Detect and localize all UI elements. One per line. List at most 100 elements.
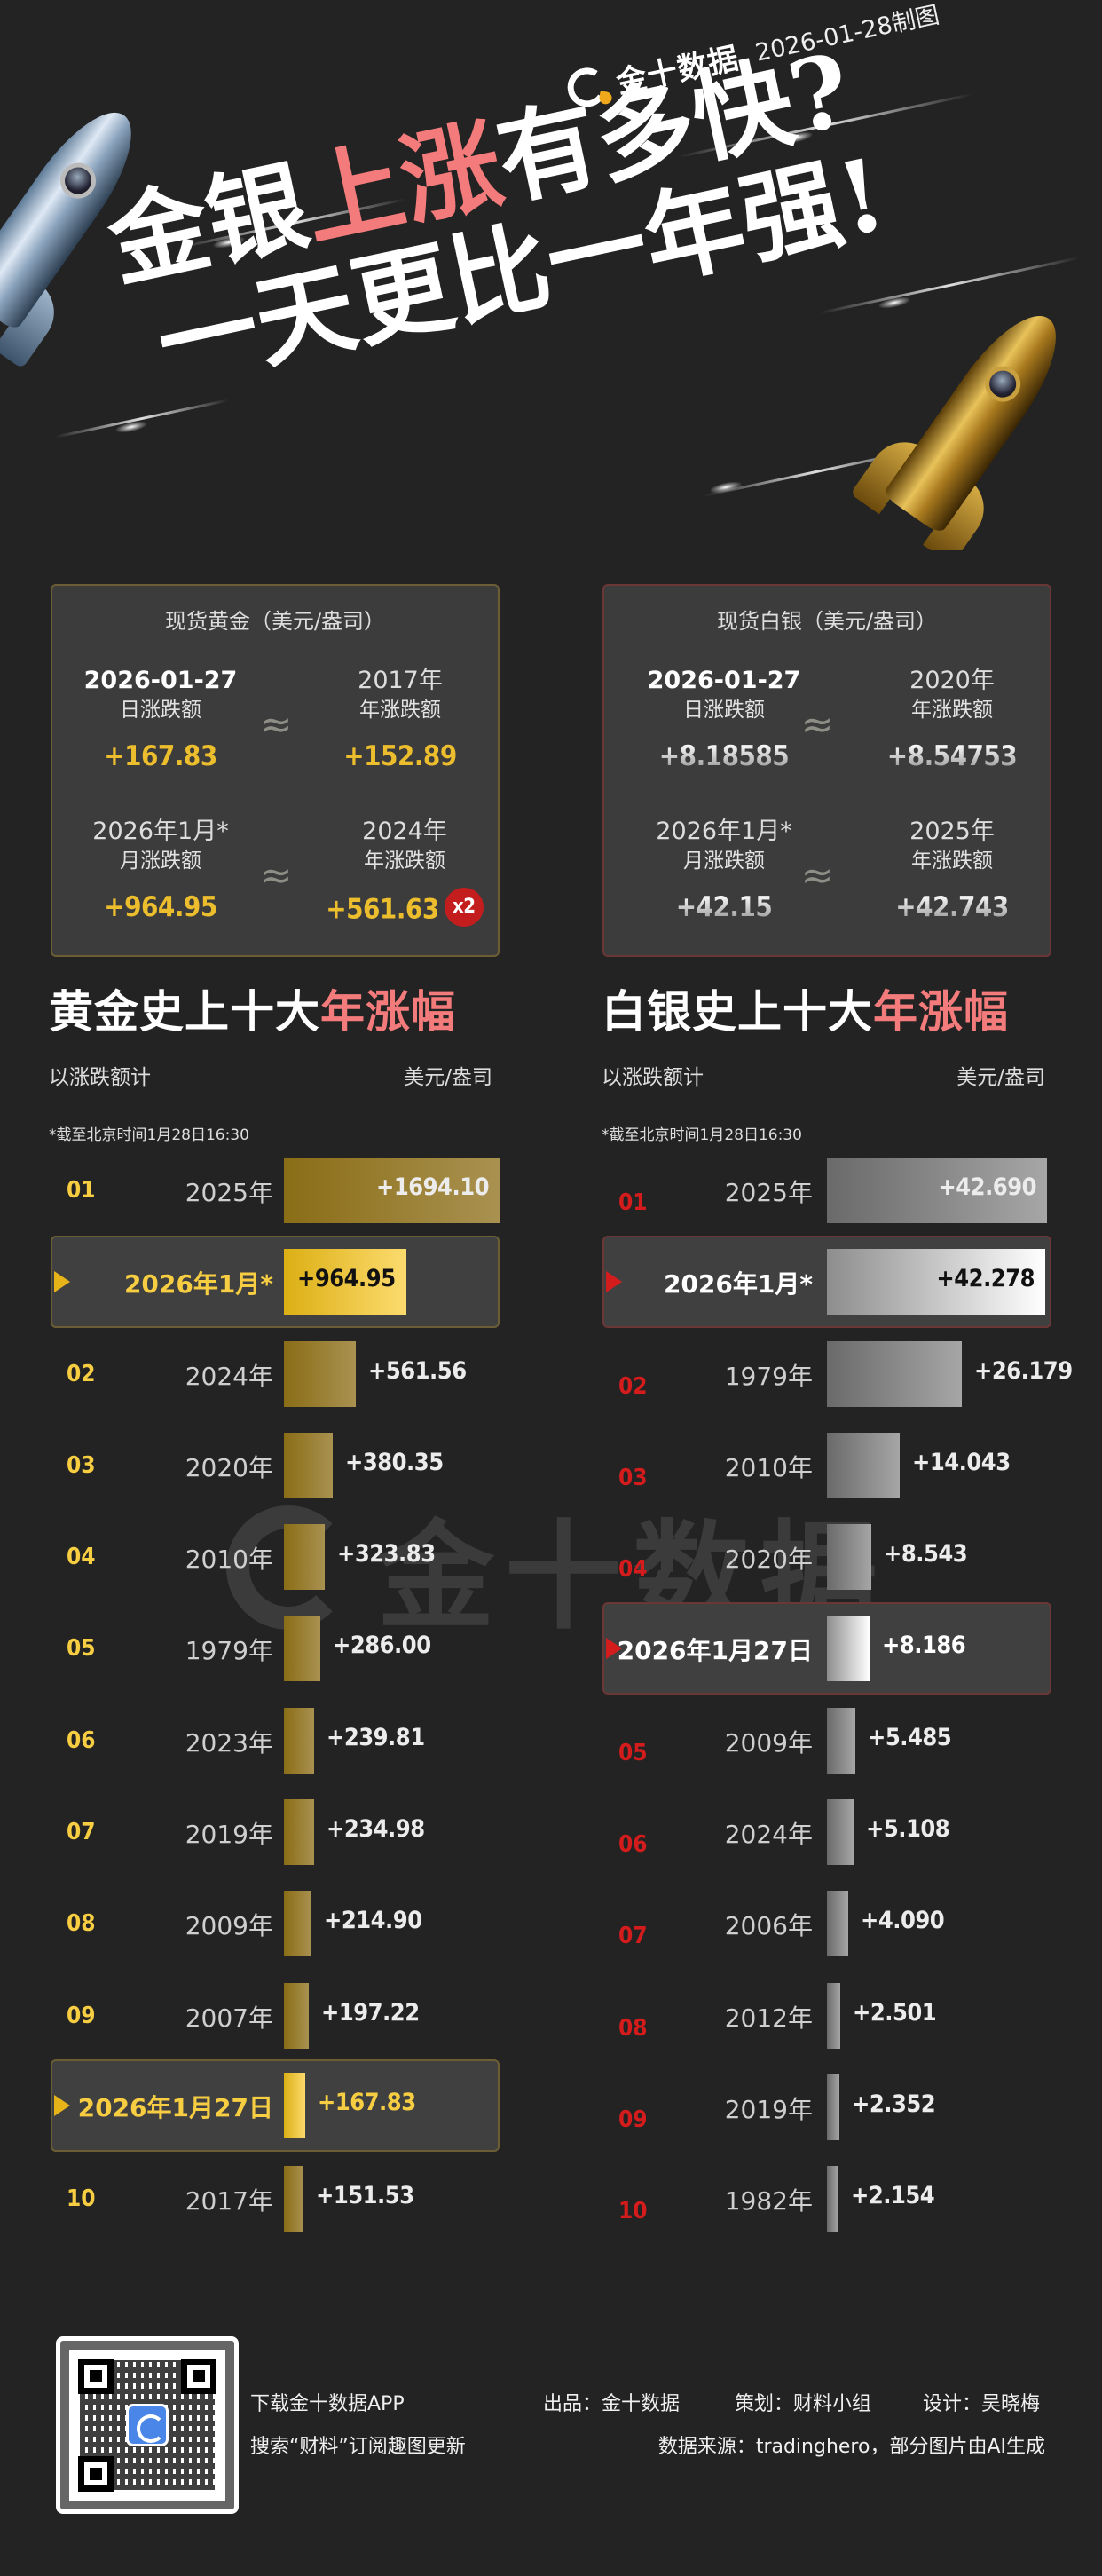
value-bar xyxy=(827,1708,855,1774)
chart-row: 03 2020年 +380.35 xyxy=(0,1433,1102,1498)
category-label: 2026年1月27日 xyxy=(77,2093,273,2122)
x2-badge: x2 xyxy=(444,888,484,927)
cell-label: 年涨跌额 xyxy=(364,849,445,873)
summary-cell: 2017年 年涨跌额 +152.89 xyxy=(311,666,489,772)
rank-note: *截至北京时间1月28日16:30 xyxy=(602,1126,802,1144)
rank-number: 08 xyxy=(618,2015,648,2042)
cell-period: 2026-01-27 xyxy=(647,667,801,694)
rank-number: 05 xyxy=(67,1635,96,1662)
cell-value: +167.83 xyxy=(104,740,217,772)
gold-rank-heading: 黄金史上十大年涨幅 以涨跌额计 美元/盎司 *截至北京时间1月28日16:30 xyxy=(49,976,510,1144)
value-label: +239.81 xyxy=(327,1724,425,1751)
value-label: +234.98 xyxy=(327,1815,425,1843)
category-label: 1982年 xyxy=(724,2186,813,2216)
rank-number: 06 xyxy=(618,1831,648,1858)
value-label: +964.95 xyxy=(297,1265,396,1292)
value-label: +8.186 xyxy=(882,1632,966,1659)
value-bar xyxy=(827,1799,854,1865)
category-label: 2010年 xyxy=(185,1545,273,1574)
page-title: 金银上涨有多快? 一天更比一年强! xyxy=(80,0,894,408)
value-bar xyxy=(284,1158,500,1223)
value-label: +197.22 xyxy=(321,1999,420,2027)
summary-cell: 2026-01-27 日涨跌额 +8.18585 xyxy=(635,666,813,772)
category-label: 2006年 xyxy=(724,1911,813,1940)
rank-title-highlight: 年涨幅 xyxy=(320,985,456,1038)
chart-row: 02 1979年 +26.179 xyxy=(0,1341,1102,1407)
category-label: 2009年 xyxy=(724,1728,813,1758)
value-bar xyxy=(827,1341,962,1407)
category-label: 2026年1月* xyxy=(663,1269,813,1299)
chart-row: 02 2024年 +561.56 xyxy=(0,1341,1102,1407)
category-label: 2012年 xyxy=(724,2003,813,2033)
data-source-text: 数据来源：tradinghero，部分图片由AI生成 xyxy=(657,2436,1045,2458)
chart-row: 05 1979年 +286.00 xyxy=(0,1616,1102,1681)
approx-icon: ≈ xyxy=(259,702,293,747)
rank-number: 02 xyxy=(618,1373,648,1400)
cell-value: +8.18585 xyxy=(635,740,813,772)
chart-row: 07 2019年 +234.98 xyxy=(0,1799,1102,1865)
chart-row: 2026年1月27日 +167.83 xyxy=(0,2073,1102,2138)
chart-row: 2026年1月* +42.278 xyxy=(0,1249,1102,1315)
cell-period: 2020年 xyxy=(909,667,995,694)
category-label: 2023年 xyxy=(185,1728,273,1758)
value-label: +151.53 xyxy=(316,2182,414,2209)
cell-period: 2026-01-27 xyxy=(83,667,238,694)
rank-number: 05 xyxy=(618,1740,648,1766)
value-label: +8.543 xyxy=(884,1540,968,1568)
designer-credit: 设计：吴晓梅 xyxy=(923,2393,1041,2415)
cell-period: 2025年 xyxy=(909,818,995,845)
rank-title: 白银史上十大年涨幅 xyxy=(602,976,1063,1040)
chart-row: 08 2009年 +214.90 xyxy=(0,1891,1102,1956)
value-label: +561.56 xyxy=(368,1357,467,1385)
download-app-text: 下载金十数据APP xyxy=(250,2393,405,2415)
cell-label: 年涨跌额 xyxy=(911,699,993,722)
value-label: +5.485 xyxy=(868,1724,952,1751)
rank-title: 黄金史上十大年涨幅 xyxy=(49,976,510,1040)
cell-label: 日涨跌额 xyxy=(683,699,765,722)
value-label: +380.35 xyxy=(345,1449,444,1476)
value-bar xyxy=(284,2166,303,2232)
category-label: 2007年 xyxy=(185,2003,273,2033)
summary-cell: 2020年 年涨跌额 +8.54753 xyxy=(863,666,1041,772)
rank-unit: 美元/盎司 xyxy=(404,1066,492,1089)
chart-row: 2026年1月* +964.95 xyxy=(0,1249,1102,1315)
silver-rank-heading: 白银史上十大年涨幅 以涨跌额计 美元/盎司 *截至北京时间1月28日16:30 xyxy=(602,976,1063,1144)
value-label: +167.83 xyxy=(318,2089,416,2116)
value-label: +286.00 xyxy=(333,1632,431,1659)
value-bar xyxy=(827,1158,1047,1223)
rank-subtitle-row: 以涨跌额计 美元/盎司 xyxy=(49,1060,492,1090)
qr-code[interactable] xyxy=(56,2336,239,2514)
chart-row: 01 2025年 +1694.10 xyxy=(0,1158,1102,1223)
pointer-arrow-icon xyxy=(54,2095,70,2116)
rank-title-part: 白银史上十大 xyxy=(602,985,873,1038)
rank-subtitle-row: 以涨跌额计 美元/盎司 xyxy=(602,1060,1045,1090)
category-label: 2020年 xyxy=(724,1545,813,1574)
rank-number: 03 xyxy=(618,1465,648,1491)
approx-icon: ≈ xyxy=(800,853,834,898)
rank-number: 08 xyxy=(67,1910,96,1937)
summary-cell: 2026年1月* 月涨跌额 +42.15 xyxy=(635,817,813,923)
chart-row: 06 2024年 +5.108 xyxy=(0,1799,1102,1865)
value-bar xyxy=(284,1616,320,1681)
rank-number: 02 xyxy=(67,1361,96,1387)
cell-period: 2026年1月* xyxy=(656,818,792,845)
value-bar xyxy=(284,1433,333,1498)
pointer-arrow-icon xyxy=(606,1638,622,1659)
value-label: +4.090 xyxy=(861,1907,945,1934)
value-bar xyxy=(284,1524,325,1590)
rank-title-highlight: 年涨幅 xyxy=(873,985,1009,1038)
gold-rocket-icon xyxy=(831,281,1102,550)
category-label: 2019年 xyxy=(185,1820,273,1849)
cell-value: +42.743 xyxy=(863,891,1041,923)
highlight-row xyxy=(51,2059,500,2152)
value-label: +42.690 xyxy=(938,1173,1036,1201)
chart-row: 01 2025年 +42.690 xyxy=(0,1158,1102,1223)
value-label: +214.90 xyxy=(324,1907,422,1934)
card-title: 现货白银（美元/盎司） xyxy=(716,609,938,634)
rank-number: 09 xyxy=(618,2106,648,2133)
value-label: +42.278 xyxy=(936,1265,1035,1292)
value-label: +2.501 xyxy=(853,1999,937,2027)
rank-basis: 以涨跌额计 xyxy=(602,1066,704,1089)
light-streak xyxy=(818,256,1081,315)
chart-row: 04 2010年 +323.83 xyxy=(0,1524,1102,1590)
